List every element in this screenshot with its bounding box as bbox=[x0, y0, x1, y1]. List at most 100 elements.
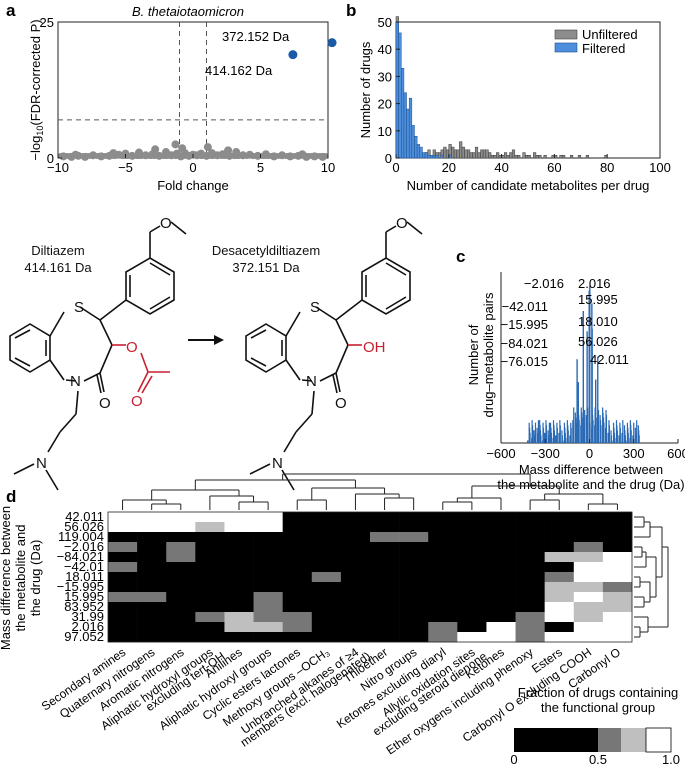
row-label: 42.011 bbox=[65, 509, 104, 524]
panel-b-xlabel: Number of candidate metabolites per drug bbox=[407, 178, 650, 193]
heatmap-cell bbox=[602, 562, 633, 573]
heatmap-cell bbox=[137, 582, 167, 593]
panel-d-ylabel-3: the drug (Da) bbox=[28, 540, 43, 617]
heatmap-cell bbox=[544, 552, 575, 563]
bar-unfiltered bbox=[514, 155, 518, 159]
legend-swatch-unfiltered bbox=[554, 29, 578, 40]
heatmap-cell bbox=[428, 612, 458, 623]
heatmap-cell bbox=[515, 622, 545, 633]
heatmap-cell bbox=[515, 592, 545, 603]
heatmap-cell bbox=[282, 532, 313, 543]
atom-o-4: O bbox=[335, 395, 347, 412]
heatmap-cell bbox=[340, 582, 371, 593]
bar-unfiltered bbox=[506, 155, 510, 159]
bar-unfiltered bbox=[485, 149, 489, 159]
heatmap-cell bbox=[311, 612, 342, 623]
heatmap-cell bbox=[137, 562, 167, 573]
heatmap-cell bbox=[195, 582, 225, 593]
y-tick-label: 10 bbox=[378, 124, 392, 139]
heatmap-cell bbox=[573, 632, 604, 643]
row-label: 31.99 bbox=[71, 609, 104, 624]
heatmap-cell bbox=[515, 552, 545, 563]
heatmap-cell bbox=[486, 512, 516, 523]
grey-point bbox=[135, 148, 143, 157]
heatmap-cell bbox=[282, 552, 313, 563]
heatmap-cell bbox=[399, 512, 429, 523]
heatmap-cell bbox=[195, 592, 225, 603]
bar-filtered bbox=[411, 125, 415, 159]
bar-unfiltered bbox=[496, 152, 500, 159]
colorbar-title-1: Fraction of drugs containing bbox=[518, 685, 678, 700]
heatmap-cell bbox=[311, 562, 342, 573]
colorbar-tick-05: 0.5 bbox=[589, 752, 607, 767]
bar-unfiltered bbox=[467, 149, 471, 159]
atom-s-2: S bbox=[310, 299, 320, 316]
heatmap-cell bbox=[311, 602, 342, 613]
bar-unfiltered bbox=[472, 152, 476, 159]
heatmap-cell bbox=[253, 602, 283, 613]
heatmap-cell bbox=[428, 542, 458, 553]
row-label: 119.004 bbox=[58, 529, 104, 544]
heatmap-cell bbox=[573, 512, 604, 523]
heatmap-cell bbox=[457, 632, 487, 643]
panel-d-ylabel-1: Mass difference between bbox=[0, 506, 13, 650]
heatmap-cell bbox=[282, 592, 313, 603]
grey-point bbox=[128, 151, 137, 160]
heatmap-cell bbox=[515, 512, 545, 523]
x-tick-label: 80 bbox=[600, 160, 614, 175]
heatmap-cell bbox=[282, 572, 313, 583]
heatmap-cell bbox=[399, 562, 429, 573]
diltiazem-name: Diltiazem bbox=[31, 243, 84, 258]
heatmap-cell bbox=[137, 552, 167, 563]
row-label: −84.021 bbox=[57, 549, 104, 564]
heatmap-cell bbox=[224, 512, 254, 523]
heatmap-cell bbox=[311, 512, 342, 523]
panel-c-peak-labels: −2.016 2.016 −42.011 15.995 −15.995 18.010 −84… bbox=[501, 276, 629, 369]
heatmap-cell bbox=[428, 572, 458, 583]
heatmap-cell bbox=[370, 562, 400, 573]
peak-label: 15.995 bbox=[578, 292, 618, 307]
heatmap-cell bbox=[166, 572, 196, 583]
heatmap-cell bbox=[137, 542, 167, 553]
atom-n-3: N bbox=[306, 373, 317, 390]
heatmap-cell bbox=[195, 522, 225, 533]
heatmap-cell bbox=[602, 622, 633, 633]
x-tick-label: 5 bbox=[257, 160, 264, 175]
panel-c-x-ticks: −600 −300 0 300 600 bbox=[486, 439, 685, 461]
peak-label: 2.016 bbox=[578, 276, 611, 291]
bar-filtered bbox=[406, 108, 410, 159]
heatmap-cell bbox=[457, 512, 487, 523]
heatmap-cell bbox=[457, 612, 487, 623]
bar-unfiltered bbox=[559, 155, 563, 159]
heatmap-cell bbox=[544, 622, 575, 633]
heatmap-cell bbox=[253, 572, 283, 583]
bar-unfiltered bbox=[517, 155, 521, 159]
heatmap-cell bbox=[370, 632, 400, 643]
heatmap-cell bbox=[573, 582, 604, 593]
heatmap-cell bbox=[224, 532, 254, 543]
heatmap-cell bbox=[399, 632, 429, 643]
heatmap-cell bbox=[253, 622, 283, 633]
annotation-414: 414.162 Da bbox=[205, 63, 273, 78]
row-label: −15.995 bbox=[57, 579, 104, 594]
heatmap-cell bbox=[195, 532, 225, 543]
heatmap-cell bbox=[486, 562, 516, 573]
heatmap-cell bbox=[573, 562, 604, 573]
heatmap-cell bbox=[602, 632, 633, 643]
panel-b-ylabel: Number of drugs bbox=[358, 41, 373, 138]
bar-filtered bbox=[422, 152, 426, 159]
heatmap-cell bbox=[428, 532, 458, 543]
heatmap-cell bbox=[340, 632, 371, 643]
heatmap-cell bbox=[340, 512, 371, 523]
heatmap-cell bbox=[428, 582, 458, 593]
bar-unfiltered bbox=[503, 152, 508, 159]
bar-filtered bbox=[401, 67, 405, 159]
heatmap-cell bbox=[370, 532, 400, 543]
panel-letter-c: c bbox=[456, 247, 465, 266]
heatmap-cell bbox=[166, 522, 196, 533]
atom-o-2: O bbox=[99, 395, 111, 412]
x-tick-label: 10 bbox=[321, 160, 335, 175]
desacetyl-mass: 372.151 Da bbox=[232, 260, 300, 275]
grey-point bbox=[71, 150, 80, 159]
grey-point bbox=[232, 148, 241, 157]
